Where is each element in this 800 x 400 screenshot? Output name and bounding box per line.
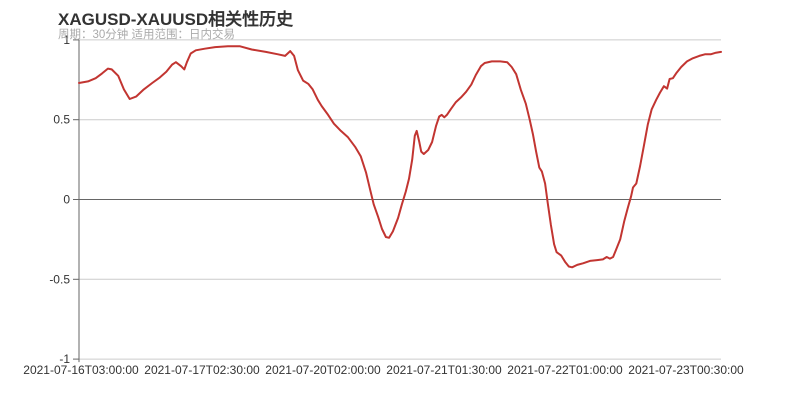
correlation-series-line[interactable]	[78, 45, 722, 269]
y-tick-label: -0.5	[49, 272, 70, 286]
y-tick-label: 0.5	[53, 113, 70, 127]
x-tick-label: 2021-07-21T01:30:00	[386, 363, 502, 377]
x-tick-label: 2021-07-23T00:30:00	[628, 363, 744, 377]
x-tick-label: 2021-07-22T01:00:00	[507, 363, 623, 377]
y-tick-label: -1	[59, 352, 70, 366]
x-tick-label: 2021-07-17T02:30:00	[144, 363, 260, 377]
chart-subtitle: 周期：30分钟 适用范围：日内交易	[58, 29, 235, 41]
y-tick-label: 1	[63, 33, 70, 47]
chart-title: XAGUSD-XAUUSD相关性历史	[58, 10, 294, 29]
y-tick-label: 0	[63, 193, 70, 207]
x-tick-label: 2021-07-16T03:00:00	[23, 363, 139, 377]
x-tick-label: 2021-07-20T02:00:00	[265, 363, 381, 377]
